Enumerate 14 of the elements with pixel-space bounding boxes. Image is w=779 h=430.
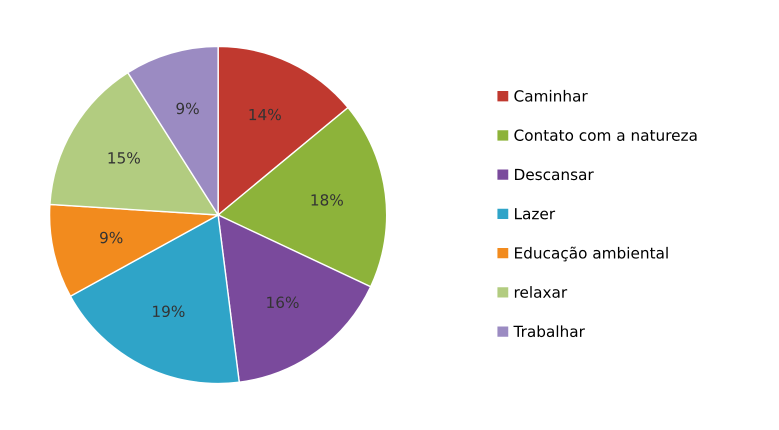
legend-label: Lazer: [515, 208, 556, 220]
legend-label: relaxar: [514, 286, 568, 298]
data-label: 9%: [100, 232, 122, 244]
legend-label: Trabalhar: [513, 325, 585, 338]
legend-label: Contato com a natureza: [514, 129, 697, 141]
legend-label: Educação ambiental: [515, 246, 668, 262]
data-label: 9%: [176, 102, 199, 114]
data-label: 16%: [267, 296, 299, 308]
legend-label: Caminhar: [514, 90, 588, 102]
data-label: 18%: [312, 194, 343, 206]
data-label: 15%: [108, 152, 140, 164]
legend-label: Descansar: [515, 168, 594, 180]
data-label: 19%: [153, 306, 185, 318]
data-label: 14%: [249, 108, 281, 120]
